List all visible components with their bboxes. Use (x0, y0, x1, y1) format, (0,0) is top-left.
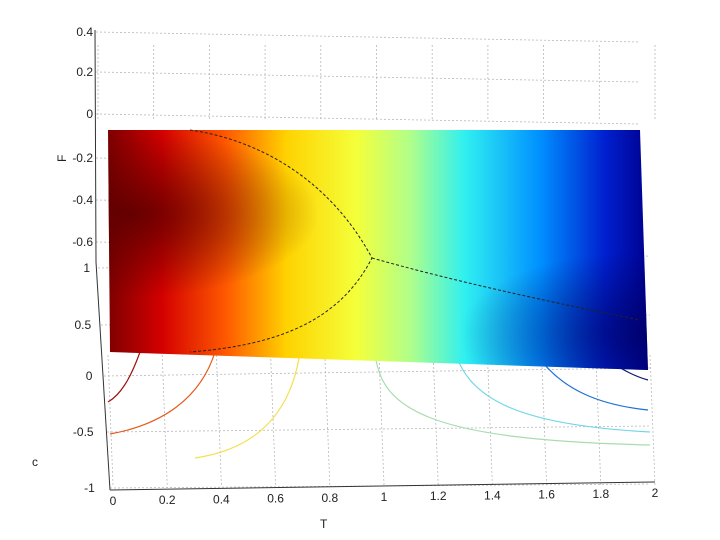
c-tick-label: 0.5 (75, 318, 92, 332)
x-tick-label: 1 (381, 490, 388, 504)
f-axis-label: F (55, 155, 69, 162)
contour-line (374, 351, 651, 446)
x-tick-label: 2 (652, 486, 659, 500)
x-tick-labels: 0 0.2 0.4 0.6 0.8 1 1.2 1.4 1.6 1.8 2 (110, 486, 659, 508)
f-tick-label: 0.4 (76, 25, 93, 39)
contour-line (454, 351, 651, 433)
c-tick-label: -0.5 (73, 425, 94, 439)
f-tick-label: -0.6 (72, 235, 93, 249)
x-tick-label: 1.4 (484, 488, 501, 502)
x-tick-label: 1.2 (430, 489, 447, 503)
f-tick-labels: 0.4 0.2 0 -0.2 -0.4 -0.6 (72, 25, 93, 249)
f-tick-label: 0.2 (76, 65, 93, 79)
c-axis-label: c (32, 455, 38, 469)
x-tick-label: 1.8 (592, 487, 609, 501)
c-tick-label: -1 (84, 481, 95, 495)
c-tick-labels: 1 0.5 0 -0.5 -1 (73, 261, 95, 495)
c-tick-label: 0 (86, 369, 93, 383)
x-tick-label: 0.6 (267, 492, 284, 506)
x-tick-label: 0.4 (213, 492, 230, 506)
c-tick-label: 1 (83, 261, 90, 275)
contour-lines (107, 351, 651, 459)
contour-line (109, 351, 216, 435)
x-tick-label: 0 (110, 494, 117, 508)
x-tick-label: 1.6 (538, 488, 555, 502)
critical-branch (371, 257, 641, 321)
x-axis-label: T (320, 517, 328, 531)
f-tick-label: 0 (86, 107, 93, 121)
f-tick-label: -0.4 (72, 193, 93, 207)
axes-frame (94, 29, 656, 491)
x-tick-label: 0.2 (159, 493, 176, 507)
surface (108, 129, 648, 370)
f-tick-label: -0.2 (72, 151, 93, 165)
contour-line (194, 351, 301, 459)
x-tick-label: 0.8 (321, 491, 338, 505)
contour-line (107, 351, 141, 403)
